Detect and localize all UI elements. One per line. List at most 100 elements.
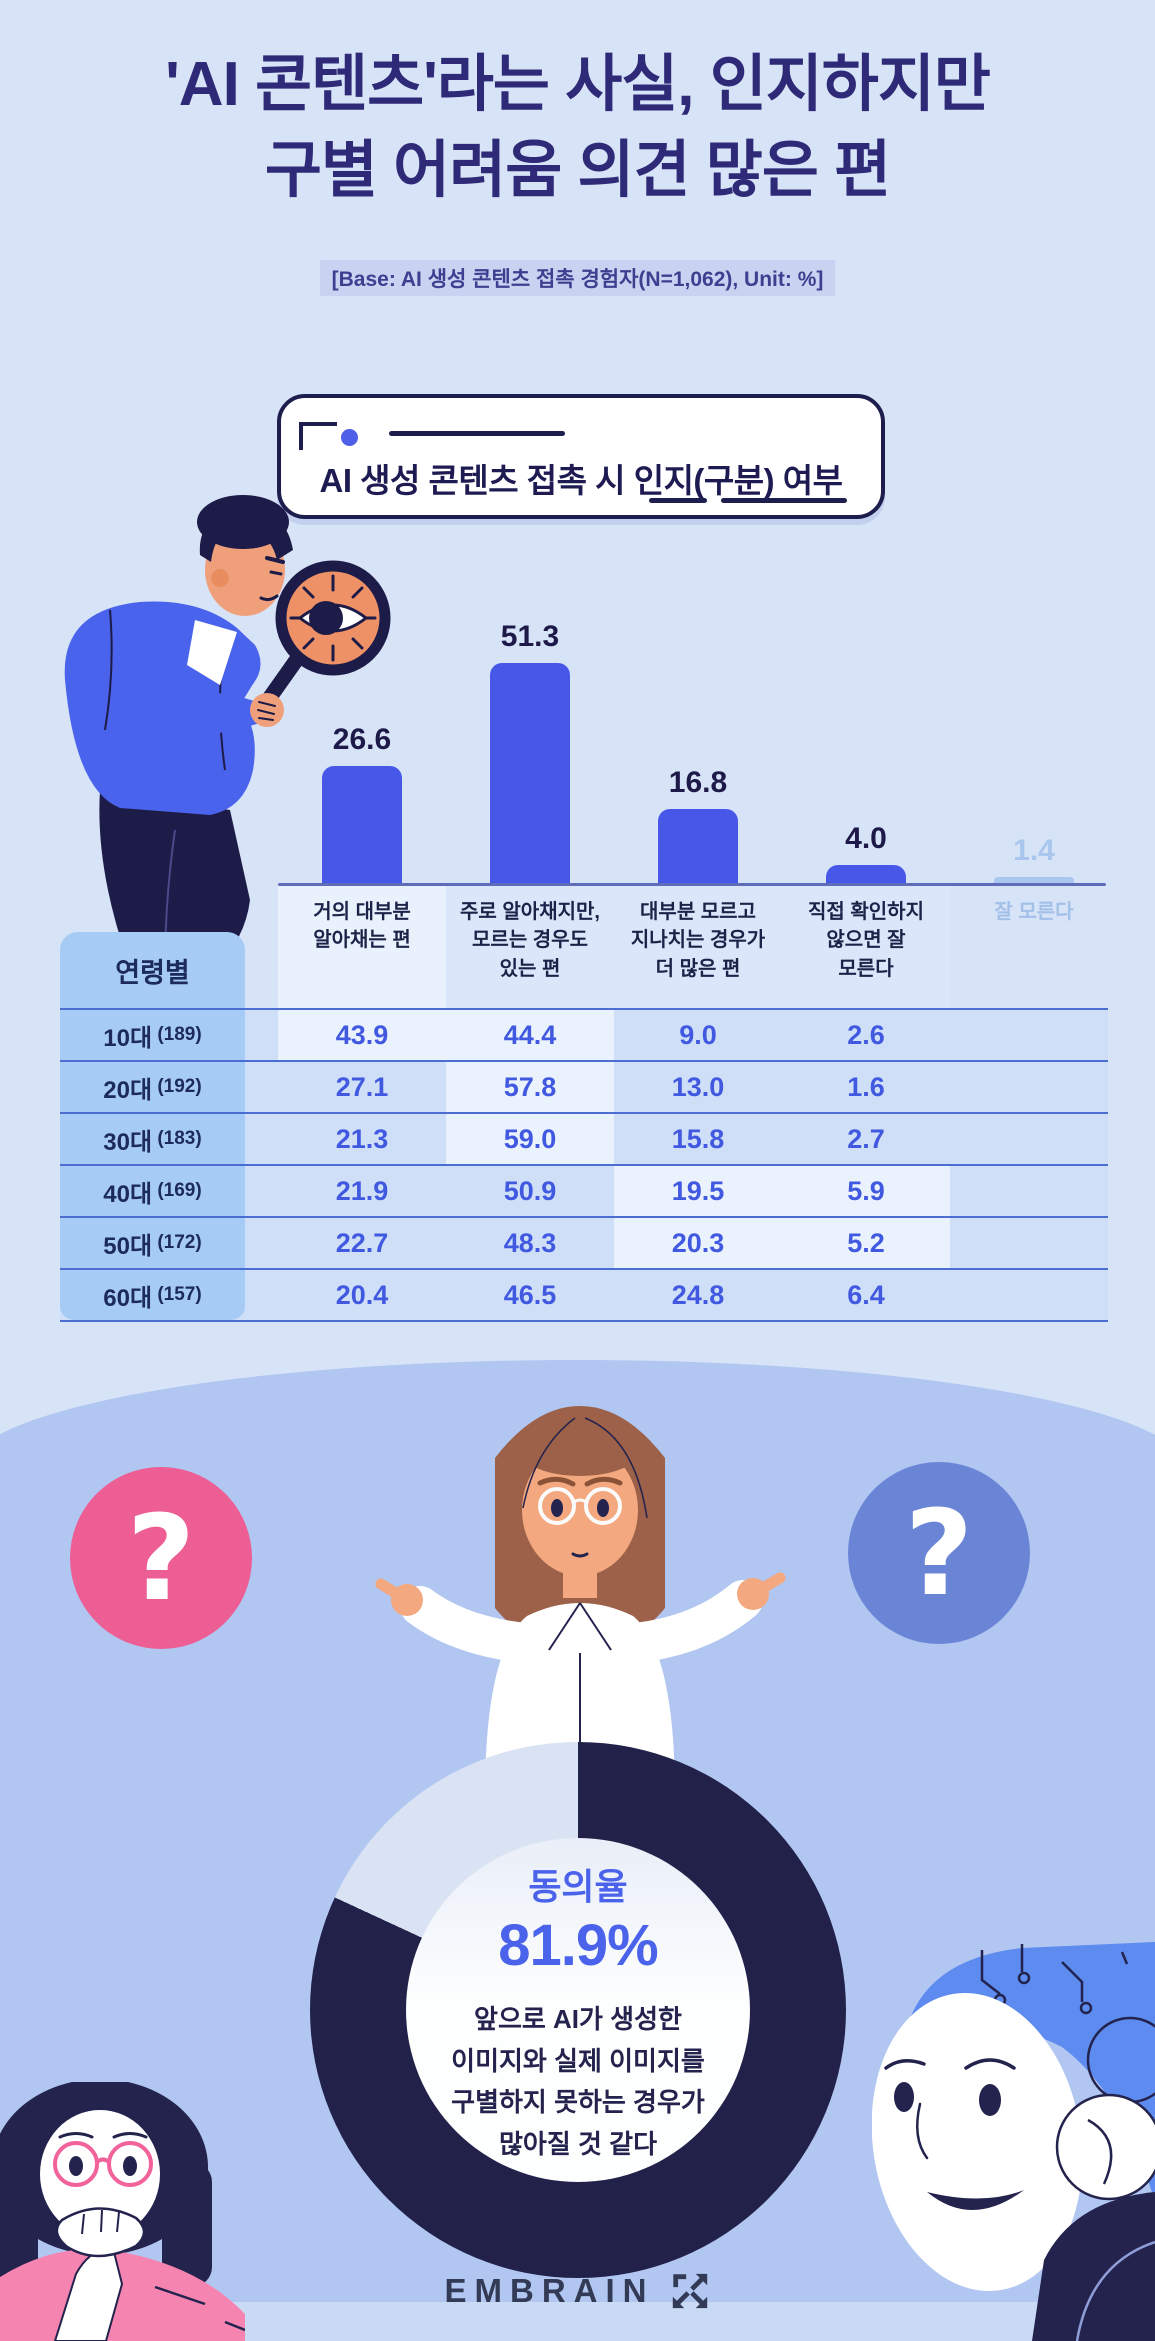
- bar-column: 4.0: [782, 620, 950, 883]
- category-label-line: 주로 알아채지만,: [460, 901, 600, 923]
- bar: [658, 809, 738, 883]
- age-group: 30대: [103, 1128, 153, 1156]
- table-cell: 57.8: [446, 1062, 614, 1112]
- category-label-line: 모른다: [838, 957, 894, 980]
- table-row-label: 10대 (189): [60, 1010, 245, 1060]
- bar-value-label: 16.8: [668, 766, 728, 799]
- bar: [490, 663, 570, 883]
- age-table: 10대 (189) 43.9 44.4 9.0 2.6 20대 (192) 27.1 57.8…: [60, 1008, 1108, 1322]
- bar-value-label: 4.0: [845, 822, 887, 855]
- bar-column: 16.8: [614, 620, 782, 883]
- table-row: 50대 (172) 22.7 48.3 20.3 5.2: [60, 1216, 1108, 1268]
- table-row: 40대 (169) 21.9 50.9 19.5 5.9: [60, 1164, 1108, 1216]
- chart-baseline: [278, 883, 1106, 886]
- table-cell: 5.2: [782, 1218, 950, 1268]
- thinking-woman-illustration: [0, 2082, 245, 2341]
- bar: [826, 865, 906, 883]
- statement-line: 이미지와 실제 이미지를: [451, 2045, 705, 2076]
- table-cell: 2.6: [847, 1019, 885, 1050]
- page-title-line2: 구별 어려움 의견 많은 편: [264, 135, 891, 205]
- dot-decoration: [341, 429, 358, 446]
- statement-line: 많아질 것 같다: [499, 2128, 657, 2159]
- sample-size: (169): [152, 1180, 202, 1201]
- category-label-line: 지나치는 경우가: [630, 929, 766, 952]
- page-title: 'AI 콘텐츠'라는 사실, 인지하지만 구별 어려움 의견 많은 편: [0, 42, 1155, 213]
- category-label-line: 않으면 잘: [826, 929, 906, 952]
- table-row: 10대 (189) 43.9 44.4 9.0 2.6: [60, 1008, 1108, 1060]
- bar-value-label: 51.3: [500, 620, 560, 653]
- table-row-label: 50대 (172): [60, 1218, 245, 1268]
- table-cell: 19.5: [614, 1166, 782, 1216]
- category-label: 잘 모른다: [950, 886, 1118, 1008]
- bar-value-label: 26.6: [332, 723, 392, 756]
- agreement-donut-center: 동의율 81.9% 앞으로 AI가 생성한 이미지와 실제 이미지를 구별하지 못하…: [406, 1838, 750, 2182]
- table-cell: 46.5: [503, 1279, 557, 1310]
- category-label-line: 거의 대부분: [313, 901, 411, 923]
- chart-title: AI 생성 콘텐츠 접촉 시 인지(구분) 여부: [319, 462, 843, 499]
- age-group: 40대: [103, 1180, 153, 1208]
- question-mark-icon: ?: [904, 1484, 974, 1622]
- table-cell: 44.4: [446, 1010, 614, 1060]
- age-group: 60대: [103, 1284, 153, 1312]
- table-cell: 15.8: [671, 1123, 725, 1154]
- underline-decoration: [721, 498, 847, 503]
- bar: [322, 766, 402, 883]
- table-row-label: 30대 (183): [60, 1114, 245, 1164]
- blue-question-circle: ?: [848, 1462, 1030, 1644]
- sample-size: (172): [152, 1232, 202, 1253]
- chart-title-panel: AI 생성 콘텐츠 접촉 시 인지(구분) 여부: [277, 394, 885, 519]
- age-group: 10대: [103, 1024, 153, 1052]
- embrain-logo-icon: [672, 2273, 707, 2309]
- table-cell: 43.9: [278, 1010, 446, 1060]
- brand-footer: EMBRAIN: [0, 2270, 1155, 2312]
- question-mark-icon: ?: [126, 1489, 196, 1627]
- underline-decoration: [649, 498, 707, 503]
- category-label-line: 있는 편: [499, 957, 561, 980]
- ai-robot-illustration: [872, 1942, 1155, 2341]
- table-cell: 20.3: [614, 1218, 782, 1268]
- table-cell: 2.7: [847, 1123, 885, 1154]
- agreement-value: 81.9%: [498, 1913, 658, 1978]
- table-cell: 27.1: [335, 1071, 389, 1102]
- table-row: 20대 (192) 27.1 57.8 13.0 1.6: [60, 1060, 1108, 1112]
- table-row: 60대 (157) 20.4 46.5 24.8 6.4: [60, 1268, 1108, 1322]
- category-label-line: 알아채는 편: [313, 929, 411, 952]
- age-table-header: 연령별: [60, 932, 245, 1008]
- table-cell: 48.3: [503, 1227, 557, 1258]
- table-cell: 22.7: [335, 1227, 389, 1258]
- table-cell: 21.9: [335, 1175, 389, 1206]
- category-label-line: 직접 확인하지: [808, 901, 924, 923]
- table-cell: 1.6: [847, 1071, 885, 1102]
- table-cell: 24.8: [671, 1279, 725, 1310]
- bar-chart: 26.6 51.3 16.8 4.0 1.4: [278, 620, 1118, 883]
- brand-name: EMBRAIN: [444, 2272, 655, 2309]
- bar-value-label: 1.4: [1013, 834, 1055, 867]
- table-cell: 5.9: [782, 1166, 950, 1216]
- category-label-line: 더 많은 편: [655, 957, 741, 980]
- category-label-line: 대부분 모르고: [640, 901, 756, 923]
- pink-question-circle: ?: [70, 1467, 252, 1649]
- base-note: [Base: AI 생성 콘텐츠 접촉 경험자(N=1,062), Unit: …: [319, 260, 836, 296]
- table-cell: 50.9: [503, 1175, 557, 1206]
- bar-column: 26.6: [278, 620, 446, 883]
- sample-size: (189): [152, 1024, 202, 1045]
- age-group: 20대: [103, 1076, 153, 1104]
- table-row: 30대 (183) 21.3 59.0 15.8 2.7: [60, 1112, 1108, 1164]
- sample-size: (157): [152, 1284, 202, 1305]
- category-label-line: 모르는 경우도: [472, 929, 588, 952]
- agreement-statement: 앞으로 AI가 생성한 이미지와 실제 이미지를 구별하지 못하는 경우가 많아질 것…: [451, 1999, 705, 2165]
- man-with-magnifier-illustration: [64, 495, 391, 968]
- pondering-woman-illustration: [375, 1406, 786, 1798]
- table-cell: 59.0: [446, 1114, 614, 1164]
- corner-bracket-decoration: [299, 422, 337, 450]
- table-row-label: 20대 (192): [60, 1062, 245, 1112]
- table-row-label: 40대 (169): [60, 1166, 245, 1216]
- table-cell: 13.0: [671, 1071, 725, 1102]
- age-group: 50대: [103, 1232, 153, 1260]
